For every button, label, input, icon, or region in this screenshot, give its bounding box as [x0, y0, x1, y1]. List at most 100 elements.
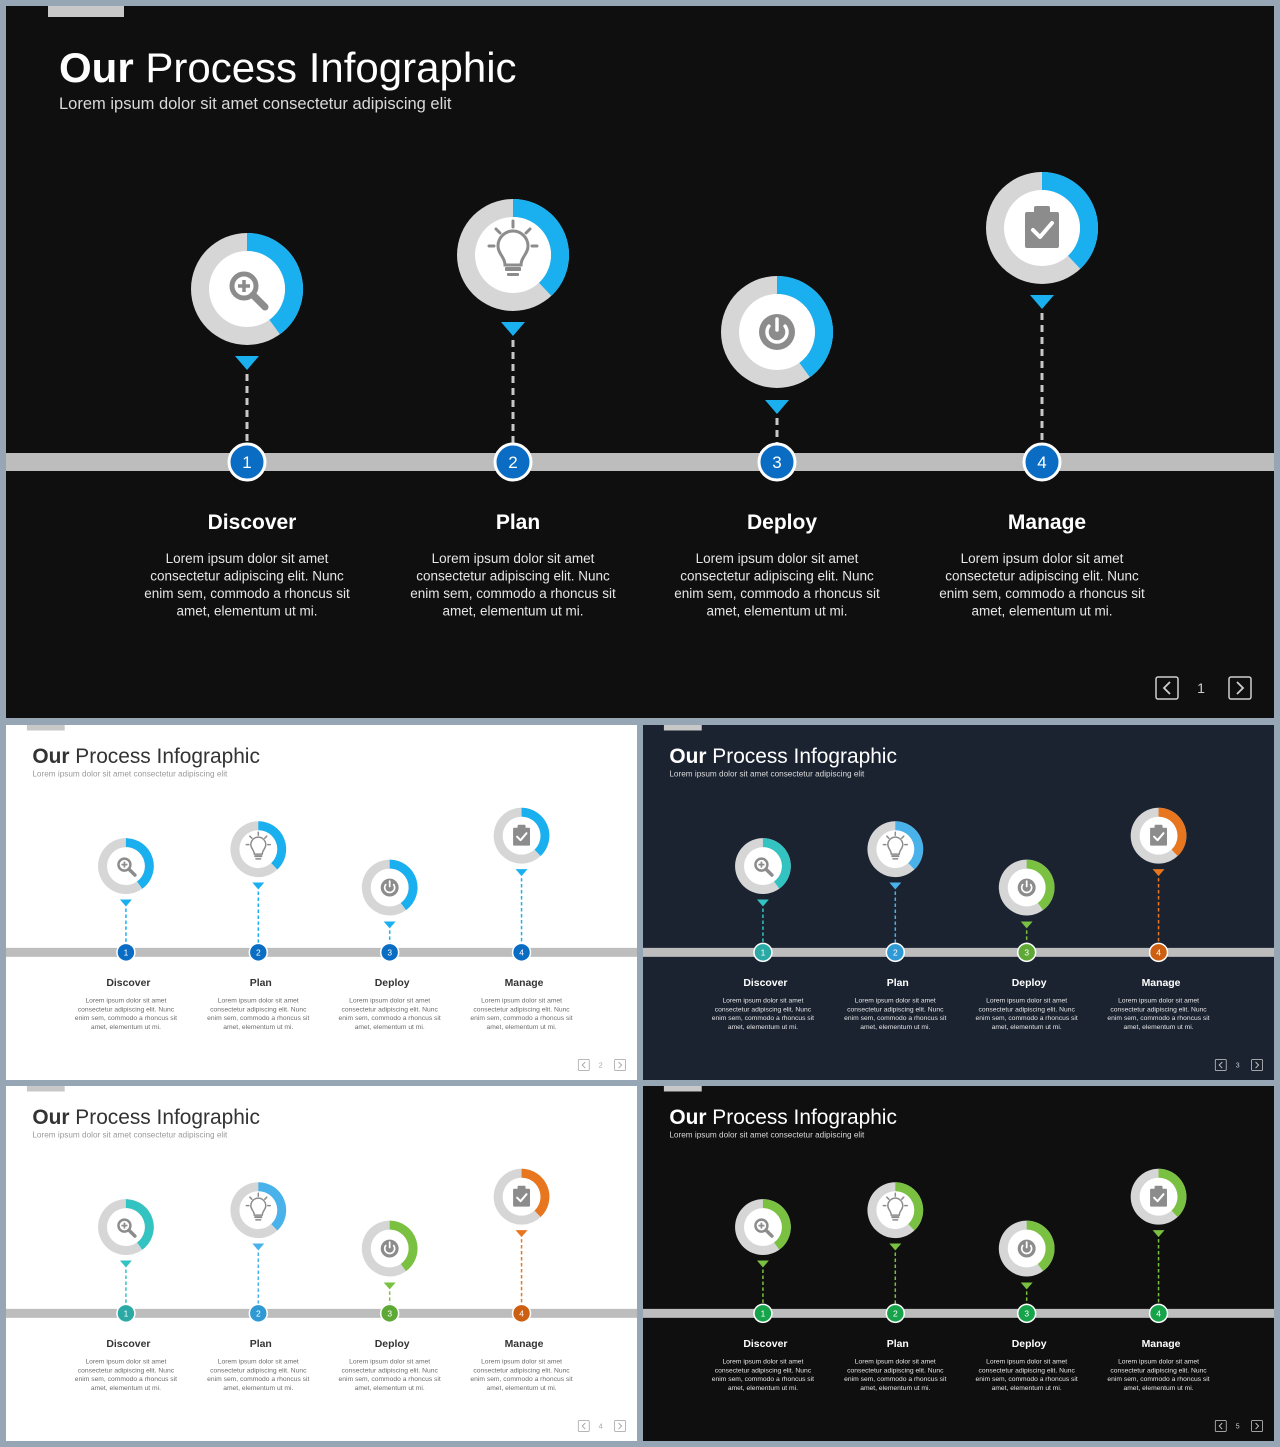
step-description-line: amet, elementum ut mi. — [223, 1024, 293, 1031]
next-page-button[interactable] — [1251, 1059, 1263, 1071]
step-description-line: amet, elementum ut mi. — [91, 1024, 161, 1031]
step-description-line: amet, elementum ut mi. — [971, 604, 1112, 619]
prev-page-button[interactable] — [1214, 1059, 1227, 1071]
step-label: Discover — [743, 978, 787, 989]
step-description-line: Lorem ipsum dolor sit amet — [722, 1359, 803, 1366]
process-step-discover: 1 Discover Lorem ipsum dolor sit ametconse… — [75, 1199, 177, 1392]
step-label: Deploy — [1012, 978, 1047, 989]
step-number: 2 — [508, 453, 517, 472]
clipboard-check-icon — [1150, 824, 1168, 846]
step-number-badge — [885, 942, 906, 963]
step-description-line: Lorem ipsum dolor sit amet — [85, 998, 166, 1005]
page-subtitle: Lorem ipsum dolor sit amet consectetur a… — [669, 1130, 865, 1139]
prev-page-button[interactable] — [1155, 676, 1179, 700]
power-icon — [380, 1239, 399, 1258]
step-description-line: enim sem, commodo a rhoncus sit — [339, 1376, 441, 1383]
process-step-deploy: 3 Deploy Lorem ipsum dolor sit ametconsect… — [339, 859, 441, 1031]
step-label: Plan — [496, 511, 540, 534]
next-page-button[interactable] — [1251, 1420, 1263, 1432]
slide-background — [643, 1086, 1274, 1441]
step-description-line: amet, elementum ut mi. — [728, 1024, 798, 1031]
step-ring-progress — [1041, 172, 1098, 269]
process-step-deploy: 3 Deploy Lorem ipsum dolor sit ametconsect… — [976, 1220, 1078, 1392]
step-description-line: consectetur adipiscing elit. Nunc — [680, 569, 874, 584]
timeline-bar — [643, 947, 1274, 957]
top-accent-bar — [26, 1086, 65, 1092]
step-description-line: enim sem, commodo a rhoncus sit — [410, 586, 616, 601]
prev-page-button[interactable] — [577, 1420, 590, 1432]
page-title: Our Process Infographic — [669, 745, 897, 768]
step-label: Discover — [106, 1339, 150, 1350]
top-accent-bar — [48, 6, 124, 17]
step-description-line: consectetur adipiscing elit. Nunc — [1110, 1006, 1207, 1013]
process-step-deploy: 3 Deploy Lorem ipsum dolor sit ametconsect… — [976, 859, 1078, 1031]
step-number: 2 — [893, 1308, 898, 1318]
power-icon — [1017, 1239, 1036, 1258]
step-ring-progress — [762, 1199, 791, 1250]
step-ring-progress — [1026, 859, 1055, 911]
step-ring-progress — [521, 807, 550, 857]
step-number: 3 — [1024, 1308, 1029, 1318]
lightbulb-icon — [487, 219, 539, 276]
next-page-button[interactable] — [614, 1420, 626, 1432]
chevron-left-icon — [581, 1061, 586, 1069]
step-label: Manage — [505, 1339, 544, 1350]
step-description-line: enim sem, commodo a rhoncus sit — [75, 1376, 177, 1383]
step-pointer — [1020, 1282, 1033, 1290]
page-title-rest: Process Infographic — [70, 745, 260, 768]
step-ring-progress — [257, 821, 287, 870]
step-ring-progress — [246, 233, 303, 335]
step-label: Manage — [1008, 511, 1086, 534]
step-description-line: Lorem ipsum dolor sit amet — [349, 1359, 430, 1366]
step-description-line: enim sem, commodo a rhoncus sit — [470, 1376, 572, 1383]
step-description-line: Lorem ipsum dolor sit amet — [961, 551, 1124, 566]
page-title-bold: Our — [32, 745, 69, 768]
step-description-line: consectetur adipiscing elit. Nunc — [473, 1367, 570, 1374]
step-description-line: enim sem, commodo a rhoncus sit — [207, 1015, 309, 1022]
step-number-badge — [1022, 442, 1062, 482]
step-number-badge — [493, 442, 533, 482]
step-pointer — [765, 400, 789, 414]
step-description-line: enim sem, commodo a rhoncus sit — [207, 1376, 309, 1383]
step-ring-progress — [125, 1199, 154, 1250]
step-number-badge — [379, 942, 400, 963]
step-description-line: Lorem ipsum dolor sit amet — [432, 551, 595, 566]
step-description-line: enim sem, commodo a rhoncus sit — [1107, 1376, 1209, 1383]
step-description-line: amet, elementum ut mi. — [860, 1024, 930, 1031]
step-pointer — [889, 882, 902, 890]
step-pointer — [889, 1243, 902, 1251]
search-plus-icon — [229, 271, 269, 311]
step-description-line: Lorem ipsum dolor sit amet — [696, 551, 859, 566]
page-title: Our Process Infographic — [32, 745, 260, 768]
step-number-badge — [757, 442, 797, 482]
step-number: 4 — [519, 1308, 524, 1318]
page-title-bold: Our — [32, 1106, 69, 1129]
step-number: 3 — [387, 947, 392, 957]
step-number: 1 — [124, 1308, 129, 1318]
step-description-line: enim sem, commodo a rhoncus sit — [712, 1376, 814, 1383]
step-description-line: amet, elementum ut mi. — [486, 1024, 556, 1031]
step-pointer — [383, 921, 396, 929]
step-description-line: enim sem, commodo a rhoncus sit — [712, 1015, 814, 1022]
prev-page-button[interactable] — [577, 1059, 590, 1071]
step-ring-center — [209, 251, 285, 327]
next-page-button[interactable] — [614, 1059, 626, 1071]
page-number: 1 — [1197, 680, 1205, 696]
step-description-line: consectetur adipiscing elit. Nunc — [847, 1367, 944, 1374]
step-ring-center — [744, 847, 782, 886]
process-step-manage: 4 Manage Lorem ipsum dolor sit ametconsect… — [470, 807, 573, 1031]
next-page-button[interactable] — [1228, 676, 1252, 700]
chevron-right-icon — [1255, 1061, 1260, 1069]
step-pointer — [501, 322, 525, 336]
step-label: Manage — [1142, 978, 1181, 989]
step-description-line: amet, elementum ut mi. — [176, 604, 317, 619]
step-description-line: amet, elementum ut mi. — [992, 1385, 1062, 1392]
clipboard-check-icon — [1150, 1185, 1168, 1207]
step-pointer — [1030, 295, 1054, 309]
step-description-line: consectetur adipiscing elit. Nunc — [473, 1006, 570, 1013]
step-description-line: Lorem ipsum dolor sit amet — [1118, 1359, 1199, 1366]
step-label: Plan — [250, 1339, 272, 1350]
prev-page-button[interactable] — [1214, 1420, 1227, 1432]
